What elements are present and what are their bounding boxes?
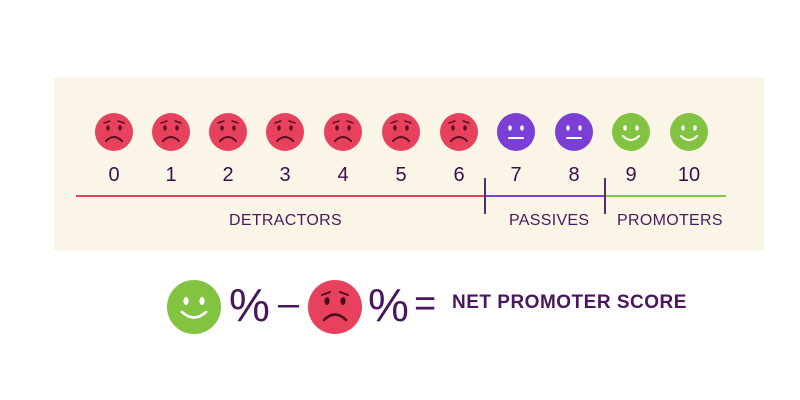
detractors-label: DETRACTORS <box>229 212 342 229</box>
promoters-line <box>604 195 726 197</box>
sad-face-icon <box>382 113 420 151</box>
divider-tick-promoters <box>604 178 606 214</box>
score-label-1: 1 <box>165 164 177 186</box>
passives-label: PASSIVES <box>509 212 590 229</box>
divider-tick-passives <box>484 178 486 214</box>
score-label-3: 3 <box>279 164 291 186</box>
sad-face-icon <box>266 113 304 151</box>
sad-face-icon <box>95 113 133 151</box>
promoters-label: PROMOTERS <box>617 212 723 229</box>
nps-scale-panel <box>54 78 764 250</box>
promoters-percent-sign: % <box>229 279 270 331</box>
neutral-face-icon <box>497 113 535 151</box>
score-label-6: 6 <box>453 164 465 186</box>
passives-line <box>484 195 604 197</box>
neutral-face-icon <box>555 113 593 151</box>
equals-sign: = <box>414 283 437 325</box>
score-label-7: 7 <box>510 164 522 186</box>
score-label-5: 5 <box>395 164 407 186</box>
happy-face-icon <box>670 113 708 151</box>
score-label-8: 8 <box>568 164 580 186</box>
net-promoter-score-label: NET PROMOTER SCORE <box>452 292 687 313</box>
sad-face-icon <box>209 113 247 151</box>
score-label-9: 9 <box>625 164 637 186</box>
score-label-10: 10 <box>677 164 701 186</box>
sad-face-icon <box>324 113 362 151</box>
score-label-4: 4 <box>337 164 349 186</box>
happy-face-icon <box>612 113 650 151</box>
detractors-percent-sign: % <box>368 279 409 331</box>
sad-face-icon <box>308 280 362 334</box>
happy-face-icon <box>167 280 221 334</box>
sad-face-icon <box>440 113 478 151</box>
minus-sign: – <box>278 283 300 325</box>
score-label-2: 2 <box>222 164 234 186</box>
score-label-0: 0 <box>108 164 120 186</box>
sad-face-icon <box>152 113 190 151</box>
detractors-line <box>76 195 484 197</box>
